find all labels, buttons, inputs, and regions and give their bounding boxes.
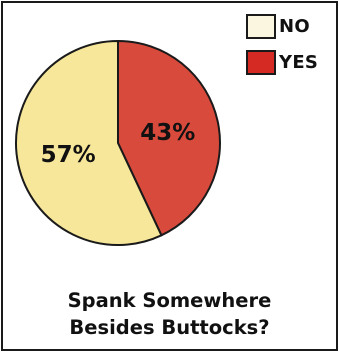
chart-title: Spank Somewhere Besides Buttocks? xyxy=(3,287,336,341)
pie-label-yes: 43% xyxy=(140,120,195,146)
legend-swatch-yes xyxy=(246,49,276,75)
legend: NO YES xyxy=(246,11,326,83)
legend-label-no: NO xyxy=(279,15,310,37)
legend-swatch-no xyxy=(246,13,276,39)
pie-label-no: 57% xyxy=(41,142,96,168)
chart-title-line-2: Besides Buttocks? xyxy=(69,316,270,339)
legend-label-yes: YES xyxy=(279,51,319,73)
pie-chart: 43% 57% xyxy=(15,40,221,246)
pie-slice-labels: 43% 57% xyxy=(41,120,196,168)
chart-title-line-1: Spank Somewhere xyxy=(67,289,272,312)
pie-slice-no xyxy=(15,40,163,246)
legend-item-no: NO xyxy=(246,11,326,41)
pie-slice-yes xyxy=(117,40,221,237)
pie-slices xyxy=(15,40,221,246)
legend-item-yes: YES xyxy=(246,47,326,77)
